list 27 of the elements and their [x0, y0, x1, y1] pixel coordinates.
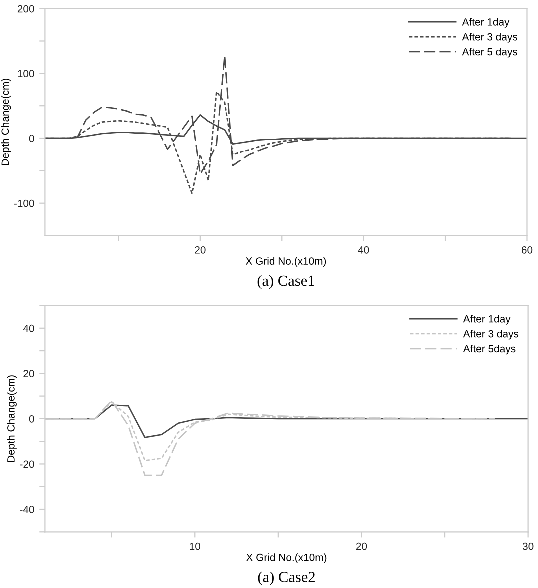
y-tick-label: 100 — [18, 70, 34, 78]
x-tick-label: 20 — [356, 542, 368, 550]
legend-label: After 3 days — [462, 33, 518, 43]
y-tick-label: 200 — [18, 5, 34, 13]
y-axis-title: Depth Change(cm) — [1, 78, 12, 166]
text: (a) Case1 — [258, 275, 314, 290]
x-tick-label: 20 — [195, 246, 206, 254]
x-axis-title: X Grid No.(x10m) — [246, 554, 327, 564]
y-tick-label: -100 — [14, 200, 34, 208]
y-tick-label: 20 — [24, 370, 34, 378]
y-tick-label: 0 — [29, 415, 34, 423]
legend-label: After 5days — [463, 344, 516, 355]
legend-label: After 1day — [463, 315, 511, 325]
y-axis-title: Depth Change(cm) — [7, 376, 17, 462]
legend-label: After 3 days — [463, 330, 519, 340]
x-tick-label: 40 — [358, 246, 370, 254]
legend-label: After 5 days — [462, 48, 518, 58]
y-tick-label: 40 — [23, 324, 34, 332]
x-axis-title: X Grid No.(x10m) — [246, 257, 326, 268]
x-tick-label: 10 — [190, 542, 201, 550]
x-tick-label: 30 — [522, 542, 534, 550]
y-tick-label: 0 — [29, 135, 34, 142]
x-tick-label: 60 — [522, 246, 533, 254]
y-tick-label: -20 — [20, 460, 34, 468]
legend-label: After 1day — [462, 18, 510, 28]
y-tick-label: -40 — [20, 506, 34, 514]
text: (a) Case2 — [258, 572, 315, 586]
